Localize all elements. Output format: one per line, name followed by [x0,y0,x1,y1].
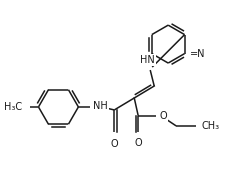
Text: O: O [111,139,118,149]
Text: NH: NH [93,101,108,111]
Text: CH₃: CH₃ [201,121,219,131]
Text: H₃C: H₃C [4,102,22,112]
Text: O: O [159,111,167,121]
Text: HN: HN [140,55,155,65]
Text: O: O [134,138,142,148]
Text: =N: =N [189,49,205,59]
